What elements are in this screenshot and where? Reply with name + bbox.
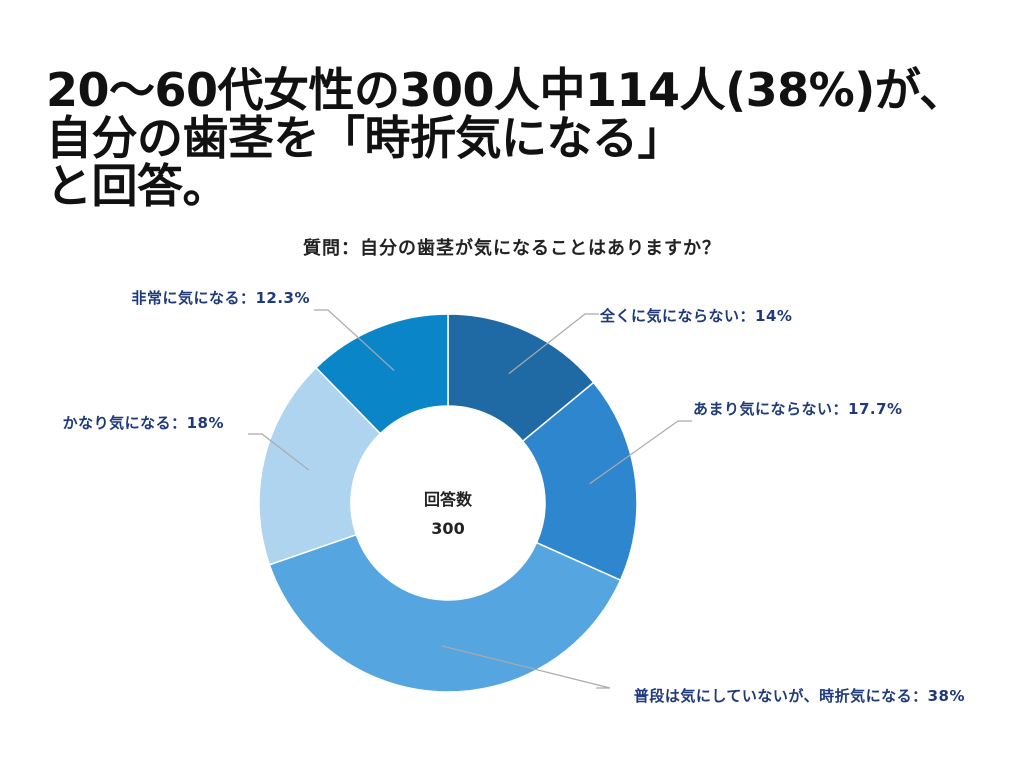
headline-line-1: 20〜60代女性の300人中114人(38%)が、 <box>46 63 965 117</box>
donut-slice-4 <box>258 366 382 566</box>
chart-title: 質問：自分の歯茎が気になることはありますか？ <box>303 238 721 259</box>
donut-slice-5 <box>314 313 449 435</box>
slice-label-4: かなり気になる：18% <box>63 414 224 432</box>
headline-line-2: 自分の歯茎を「時折気になる」 <box>46 111 684 165</box>
leader-lines <box>248 309 692 689</box>
slice-label-2: あまり気にならない：17.7% <box>693 400 903 418</box>
slice-label-3: 普段は気にしていないが、時折気になる：38% <box>634 687 965 705</box>
leader-line-4 <box>248 433 310 471</box>
headline-line-3: と回答。 <box>46 159 229 213</box>
slice-labels: 全くに気にならない：14% あまり気にならない：17.7% 普段は気にしていないが、… <box>63 289 965 705</box>
donut-slice-3 <box>268 533 622 693</box>
leader-line-1 <box>508 313 599 375</box>
center-value: 300 <box>431 519 464 538</box>
slice-label-1: 全くに気にならない：14% <box>599 307 792 325</box>
leader-line-2 <box>589 420 692 485</box>
leader-line-3 <box>441 645 611 689</box>
center-label: 回答数 <box>424 490 473 509</box>
headline: 20〜60代女性の300人中114人(38%)が、 自分の歯茎を「時折気になる」… <box>46 66 1006 210</box>
leader-line-5 <box>314 309 395 371</box>
slice-label-5: 非常に気になる：12.3% <box>131 289 310 307</box>
donut-slice-2 <box>521 381 638 582</box>
donut-slices <box>258 313 638 693</box>
